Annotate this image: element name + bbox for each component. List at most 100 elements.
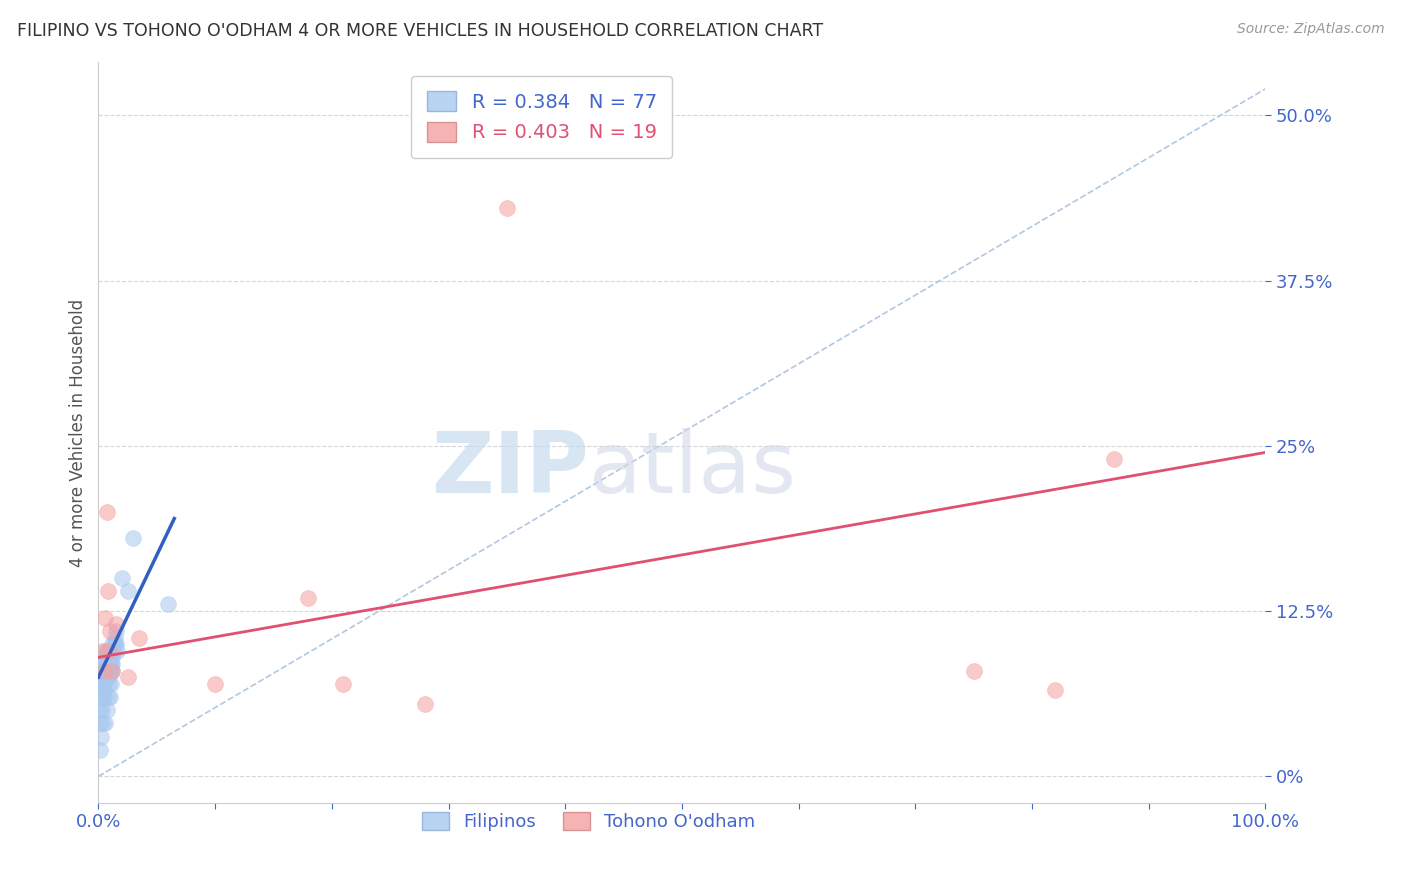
Point	[103, 637, 125, 651]
Text: FILIPINO VS TOHONO O'ODHAM 4 OR MORE VEHICLES IN HOUSEHOLD CORRELATION CHART: FILIPINO VS TOHONO O'ODHAM 4 OR MORE VEH…	[17, 22, 823, 40]
Point	[90, 690, 112, 704]
Point	[97, 657, 120, 671]
Point	[90, 730, 112, 744]
Point	[93, 664, 115, 678]
Point	[97, 644, 120, 658]
Point	[117, 584, 139, 599]
Point	[97, 657, 120, 671]
Point	[100, 644, 122, 658]
Point	[90, 703, 112, 717]
Point	[97, 650, 120, 665]
Point	[94, 670, 117, 684]
Point	[962, 664, 984, 678]
Point	[111, 571, 134, 585]
Text: ZIP: ZIP	[430, 428, 589, 511]
Point	[100, 650, 122, 665]
Point	[105, 644, 128, 658]
Point	[89, 743, 111, 757]
Point	[104, 617, 127, 632]
Point	[104, 637, 127, 651]
Point	[96, 650, 118, 665]
Point	[98, 690, 121, 704]
Point	[97, 664, 120, 678]
Point	[97, 670, 120, 684]
Point	[101, 664, 124, 678]
Point	[128, 631, 150, 645]
Point	[90, 664, 112, 678]
Text: atlas: atlas	[589, 428, 797, 511]
Point	[90, 644, 112, 658]
Point	[96, 664, 118, 678]
Point	[101, 657, 124, 671]
Point	[90, 690, 112, 704]
Point	[101, 650, 124, 665]
Point	[97, 657, 120, 671]
Point	[100, 677, 122, 691]
Point	[98, 650, 121, 665]
Point	[100, 657, 122, 671]
Point	[496, 201, 519, 215]
Point	[98, 657, 121, 671]
Point	[94, 716, 117, 731]
Point	[96, 670, 118, 684]
Point	[1045, 683, 1067, 698]
Point	[97, 664, 120, 678]
Point	[101, 637, 124, 651]
Point	[93, 670, 115, 684]
Legend: Filipinos, Tohono O'odham: Filipinos, Tohono O'odham	[415, 805, 763, 838]
Y-axis label: 4 or more Vehicles in Household: 4 or more Vehicles in Household	[69, 299, 87, 566]
Point	[413, 697, 436, 711]
Point	[101, 664, 124, 678]
Point	[91, 650, 114, 665]
Point	[96, 644, 118, 658]
Point	[98, 650, 121, 665]
Point	[98, 664, 121, 678]
Point	[94, 644, 117, 658]
Point	[93, 664, 115, 678]
Point	[97, 644, 120, 658]
Point	[157, 598, 180, 612]
Point	[90, 664, 112, 678]
Point	[97, 657, 120, 671]
Point	[332, 677, 354, 691]
Point	[97, 584, 120, 599]
Point	[94, 664, 117, 678]
Point	[93, 657, 115, 671]
Point	[94, 664, 117, 678]
Point	[91, 716, 114, 731]
Point	[91, 664, 114, 678]
Point	[94, 650, 117, 665]
Point	[89, 716, 111, 731]
Point	[91, 677, 114, 691]
Point	[204, 677, 226, 691]
Point	[97, 644, 120, 658]
Point	[96, 703, 118, 717]
Point	[96, 650, 118, 665]
Point	[100, 664, 122, 678]
Point	[96, 657, 118, 671]
Point	[103, 644, 125, 658]
Point	[90, 677, 112, 691]
Point	[1102, 452, 1125, 467]
Point	[94, 657, 117, 671]
Point	[90, 650, 112, 665]
Point	[97, 690, 120, 704]
Point	[104, 631, 127, 645]
Point	[93, 690, 115, 704]
Point	[91, 670, 114, 684]
Point	[96, 505, 118, 519]
Point	[89, 703, 111, 717]
Point	[104, 637, 127, 651]
Point	[117, 670, 139, 684]
Point	[104, 624, 127, 638]
Point	[94, 611, 117, 625]
Point	[93, 677, 115, 691]
Point	[101, 644, 124, 658]
Point	[97, 650, 120, 665]
Text: Source: ZipAtlas.com: Source: ZipAtlas.com	[1237, 22, 1385, 37]
Point	[297, 591, 319, 605]
Point	[98, 624, 121, 638]
Point	[97, 677, 120, 691]
Point	[122, 532, 145, 546]
Point	[93, 683, 115, 698]
